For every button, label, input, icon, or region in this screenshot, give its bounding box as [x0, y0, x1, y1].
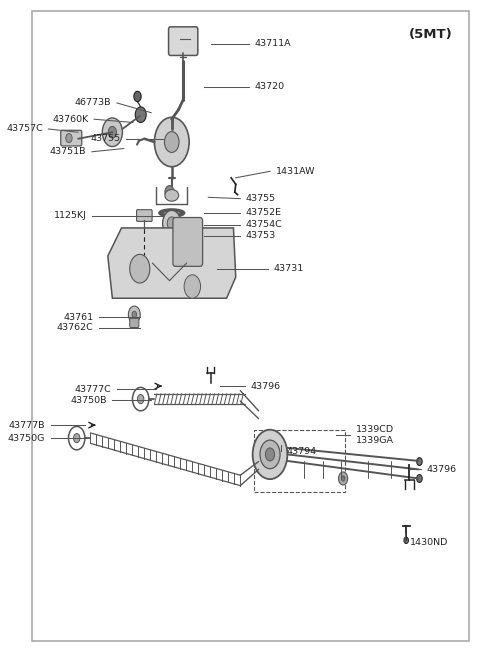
- FancyBboxPatch shape: [168, 27, 198, 56]
- Text: 1430ND: 1430ND: [410, 538, 449, 547]
- Text: (5MT): (5MT): [409, 28, 453, 41]
- FancyBboxPatch shape: [130, 318, 139, 328]
- Circle shape: [260, 440, 280, 469]
- Text: 43750B: 43750B: [71, 396, 107, 405]
- Circle shape: [338, 472, 348, 485]
- Circle shape: [134, 91, 141, 102]
- Circle shape: [73, 434, 80, 443]
- Ellipse shape: [163, 211, 181, 215]
- Bar: [254, 430, 346, 491]
- Ellipse shape: [165, 189, 179, 201]
- Text: 43777B: 43777B: [9, 421, 45, 430]
- Text: 43720: 43720: [255, 82, 285, 91]
- Text: 1431AW: 1431AW: [276, 167, 315, 176]
- Text: 43760K: 43760K: [52, 115, 89, 124]
- Text: 1125KJ: 1125KJ: [53, 211, 86, 220]
- Text: 43777C: 43777C: [75, 385, 111, 394]
- Text: 43762C: 43762C: [57, 323, 93, 332]
- Text: 46773B: 46773B: [75, 98, 111, 107]
- Text: 43752E: 43752E: [246, 208, 282, 217]
- Circle shape: [155, 117, 189, 167]
- Text: 43711A: 43711A: [255, 39, 291, 48]
- Circle shape: [417, 458, 422, 466]
- Text: 43754C: 43754C: [246, 220, 283, 229]
- Circle shape: [128, 306, 140, 323]
- Circle shape: [184, 275, 201, 298]
- Circle shape: [165, 132, 179, 153]
- Circle shape: [341, 476, 345, 481]
- Text: 43794: 43794: [287, 447, 317, 456]
- Circle shape: [252, 430, 288, 479]
- Text: 43755: 43755: [90, 134, 120, 143]
- Text: 1339CD
1339GA: 1339CD 1339GA: [356, 425, 394, 445]
- Text: 43731: 43731: [273, 265, 303, 273]
- Text: 43750G: 43750G: [8, 434, 45, 443]
- Text: 43751B: 43751B: [50, 147, 86, 157]
- Circle shape: [167, 217, 176, 230]
- Polygon shape: [108, 228, 236, 298]
- Text: 43753: 43753: [246, 231, 276, 240]
- FancyBboxPatch shape: [173, 217, 203, 267]
- Circle shape: [404, 537, 408, 544]
- Text: 43755: 43755: [246, 194, 276, 203]
- Text: 43757C: 43757C: [6, 124, 43, 134]
- Circle shape: [165, 185, 174, 198]
- Circle shape: [66, 134, 72, 143]
- Circle shape: [135, 107, 146, 122]
- Circle shape: [265, 448, 275, 461]
- Circle shape: [163, 210, 181, 236]
- Circle shape: [417, 475, 422, 482]
- FancyBboxPatch shape: [137, 210, 152, 221]
- Text: 43796: 43796: [426, 465, 456, 474]
- Circle shape: [102, 118, 122, 147]
- Text: 43761: 43761: [63, 312, 93, 322]
- Circle shape: [137, 394, 144, 403]
- Ellipse shape: [159, 209, 185, 217]
- FancyBboxPatch shape: [61, 130, 82, 146]
- Circle shape: [132, 311, 137, 318]
- Circle shape: [108, 126, 117, 138]
- Circle shape: [130, 254, 150, 283]
- Text: 43796: 43796: [251, 382, 280, 390]
